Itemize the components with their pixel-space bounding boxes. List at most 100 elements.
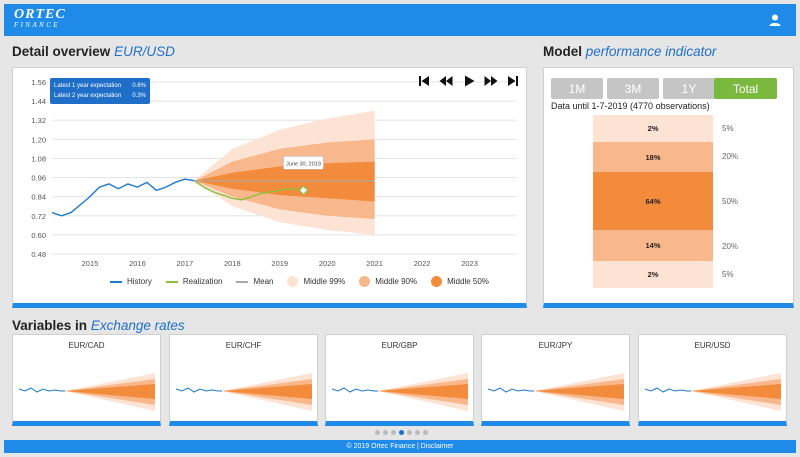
- variables-title: Variables in Exchange rates: [12, 318, 185, 333]
- x-tick-label: 2016: [129, 259, 146, 268]
- expected-label-outer-top: 5%: [722, 124, 734, 133]
- y-tick-label: 1.56: [31, 78, 46, 87]
- mini-band-middle-50: [378, 384, 468, 399]
- carousel-dot[interactable]: [399, 430, 404, 435]
- data-until-text: Data until 1-7-2019 (4770 observations): [551, 101, 710, 111]
- card-title: EUR/USD: [694, 341, 731, 350]
- carousel-dot[interactable]: [383, 430, 388, 435]
- date-tooltip-text: June 30, 2019: [286, 161, 321, 167]
- x-tick-label: 2020: [319, 259, 336, 268]
- carousel-dot[interactable]: [375, 430, 380, 435]
- legend-item-middle-99[interactable]: Middle 99%: [287, 276, 345, 287]
- detail-overview-variable: EUR/USD: [114, 44, 175, 59]
- legend-item-history[interactable]: History: [110, 277, 152, 286]
- mini-series-history: [331, 387, 378, 393]
- series-history: [51, 178, 195, 217]
- detail-overview-title: Detail overview EUR/USD: [12, 44, 175, 59]
- mini-series-history: [487, 387, 534, 393]
- y-tick-label: 0.72: [31, 212, 46, 221]
- variables-category: Exchange rates: [90, 318, 185, 333]
- carousel-pagination: [375, 430, 428, 435]
- skip-to-start-icon[interactable]: [417, 74, 431, 88]
- carousel-dot[interactable]: [423, 430, 428, 435]
- mini-series-history: [18, 387, 65, 393]
- mini-series-history: [175, 387, 222, 393]
- logo-main: ORTEC: [14, 7, 66, 22]
- y-tick-label: 1.20: [31, 135, 46, 144]
- x-tick-label: 2018: [224, 259, 241, 268]
- expectation-row-2y: Latest 2 year expectation 0.3%: [54, 93, 146, 99]
- expected-label-outer-bottom: 5%: [722, 270, 734, 279]
- mini-band-middle-50: [65, 384, 155, 399]
- band-middle-50: [194, 161, 375, 202]
- card-title: EUR/GBP: [381, 341, 418, 350]
- mini-chart: [331, 373, 468, 411]
- x-tick-label: 2021: [366, 259, 383, 268]
- x-tick-label: 2015: [82, 259, 99, 268]
- mini-band-middle-50: [691, 384, 781, 399]
- variable-card-eur-usd[interactable]: EUR/USD: [638, 334, 787, 426]
- tab-3m[interactable]: 3M: [607, 78, 659, 99]
- skip-to-end-icon[interactable]: [506, 74, 520, 88]
- legend-item-middle-90[interactable]: Middle 90%: [359, 276, 417, 287]
- mini-band-middle-50: [534, 384, 624, 399]
- y-tick-label: 0.96: [31, 174, 46, 183]
- footer: © 2019 Ortec Finance | Disclaimer: [4, 440, 796, 453]
- logo-sub: FINANCE: [14, 21, 60, 29]
- chart-legend: History Realization Mean Middle 99% Midd…: [110, 276, 489, 287]
- realization-marker: [298, 185, 309, 196]
- performance-bar-outer-top: 2%: [593, 115, 713, 142]
- mini-band-middle-50: [222, 384, 312, 399]
- card-title: EUR/CAD: [68, 341, 105, 350]
- legend-item-realization[interactable]: Realization: [165, 277, 222, 286]
- top-bar: ORTEC FINANCE: [4, 4, 796, 36]
- performance-bar-mid-bottom: 14%: [593, 230, 713, 261]
- y-tick-label: 1.32: [31, 116, 46, 125]
- x-tick-label: 2022: [414, 259, 431, 268]
- expectation-info-box: Latest 1 year expectation 0.6% Latest 2 y…: [50, 78, 150, 104]
- tab-total[interactable]: Total: [714, 78, 777, 99]
- tab-1y[interactable]: 1Y: [663, 78, 715, 99]
- expected-label-center: 50%: [722, 197, 739, 206]
- carousel-dot[interactable]: [415, 430, 420, 435]
- card-title: EUR/JPY: [538, 341, 573, 350]
- user-icon[interactable]: [768, 13, 782, 27]
- card-title: EUR/CHF: [225, 341, 262, 350]
- legend-item-mean[interactable]: Mean: [236, 277, 273, 286]
- date-tooltip: [283, 155, 324, 170]
- rewind-icon[interactable]: [439, 74, 453, 88]
- y-tick-label: 0.60: [31, 231, 46, 240]
- fast-forward-icon[interactable]: [484, 74, 498, 88]
- model-performance-title: Model performance indicator: [543, 44, 717, 59]
- x-tick-label: 2023: [461, 259, 478, 268]
- variable-card-eur-jpy[interactable]: EUR/JPY: [481, 334, 630, 426]
- expectation-row-1y: Latest 1 year expectation 0.6%: [54, 83, 146, 89]
- expected-label-mid-top: 20%: [722, 152, 739, 161]
- performance-bar-mid-top: 18%: [593, 142, 713, 172]
- mini-chart: [175, 373, 312, 411]
- performance-bar-center: 64%: [593, 172, 713, 230]
- x-tick-label: 2019: [271, 259, 288, 268]
- y-tick-label: 0.48: [31, 250, 46, 259]
- mini-chart: [487, 373, 624, 411]
- variable-card-eur-gbp[interactable]: EUR/GBP: [325, 334, 474, 426]
- ortec-finance-logo[interactable]: ORTEC FINANCE: [14, 7, 66, 30]
- performance-bar-outer-bottom: 2%: [593, 261, 713, 288]
- mini-series-history: [644, 387, 691, 393]
- carousel-dot[interactable]: [391, 430, 396, 435]
- y-tick-label: 0.84: [31, 193, 46, 202]
- detail-chart: 0.48 0.60 0.72 0.84 0.96 1.08 1.20 1.32 1.44 1.56…: [31, 78, 517, 268]
- y-tick-label: 1.44: [31, 97, 46, 106]
- carousel-dot[interactable]: [407, 430, 412, 435]
- variable-card-eur-chf[interactable]: EUR/CHF: [169, 334, 318, 426]
- series-realization: [193, 180, 304, 201]
- y-tick-label: 1.08: [31, 154, 46, 163]
- legend-item-middle-50[interactable]: Middle 50%: [431, 276, 489, 287]
- x-tick-label: 2017: [177, 259, 194, 268]
- mini-chart: [18, 373, 155, 411]
- mini-chart: [644, 373, 781, 411]
- tab-1m[interactable]: 1M: [551, 78, 603, 99]
- play-icon[interactable]: [462, 74, 476, 88]
- variable-card-eur-cad[interactable]: EUR/CAD: [12, 334, 161, 426]
- expected-label-mid-bottom: 20%: [722, 242, 739, 251]
